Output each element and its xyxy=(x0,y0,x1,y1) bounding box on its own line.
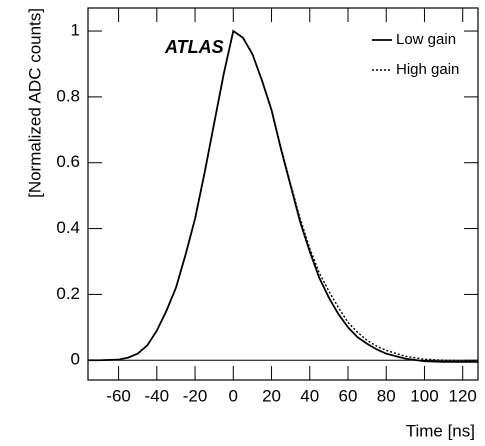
y-axis-label: [Normalized ADC counts] xyxy=(25,8,44,198)
y-tick-label: 0.8 xyxy=(56,86,80,105)
x-tick-label: -40 xyxy=(145,386,170,405)
y-tick-label: 0 xyxy=(71,350,80,369)
x-tick-label: -20 xyxy=(183,386,208,405)
series-line xyxy=(88,29,478,363)
atlas-label: ATLAS xyxy=(164,37,224,57)
x-tick-label: -60 xyxy=(106,386,131,405)
legend-label: High gain xyxy=(396,61,459,78)
x-tick-label: 120 xyxy=(449,386,477,405)
plot-frame xyxy=(87,7,479,381)
series-line xyxy=(88,29,479,362)
legend-label: Low gain xyxy=(396,31,456,48)
y-tick-label: 1 xyxy=(71,21,80,40)
y-tick-label: 0.2 xyxy=(56,284,80,303)
x-tick-label: 60 xyxy=(339,386,358,405)
y-tick-label: 0.4 xyxy=(56,218,80,237)
x-tick-label: 80 xyxy=(377,386,396,405)
x-tick-label: 100 xyxy=(410,386,438,405)
y-tick-label: 0.6 xyxy=(56,152,80,171)
x-tick-label: 40 xyxy=(300,386,319,405)
x-axis-label: Time [ns] xyxy=(406,421,475,440)
x-tick-label: 0 xyxy=(229,386,238,405)
x-tick-label: 20 xyxy=(262,386,281,405)
